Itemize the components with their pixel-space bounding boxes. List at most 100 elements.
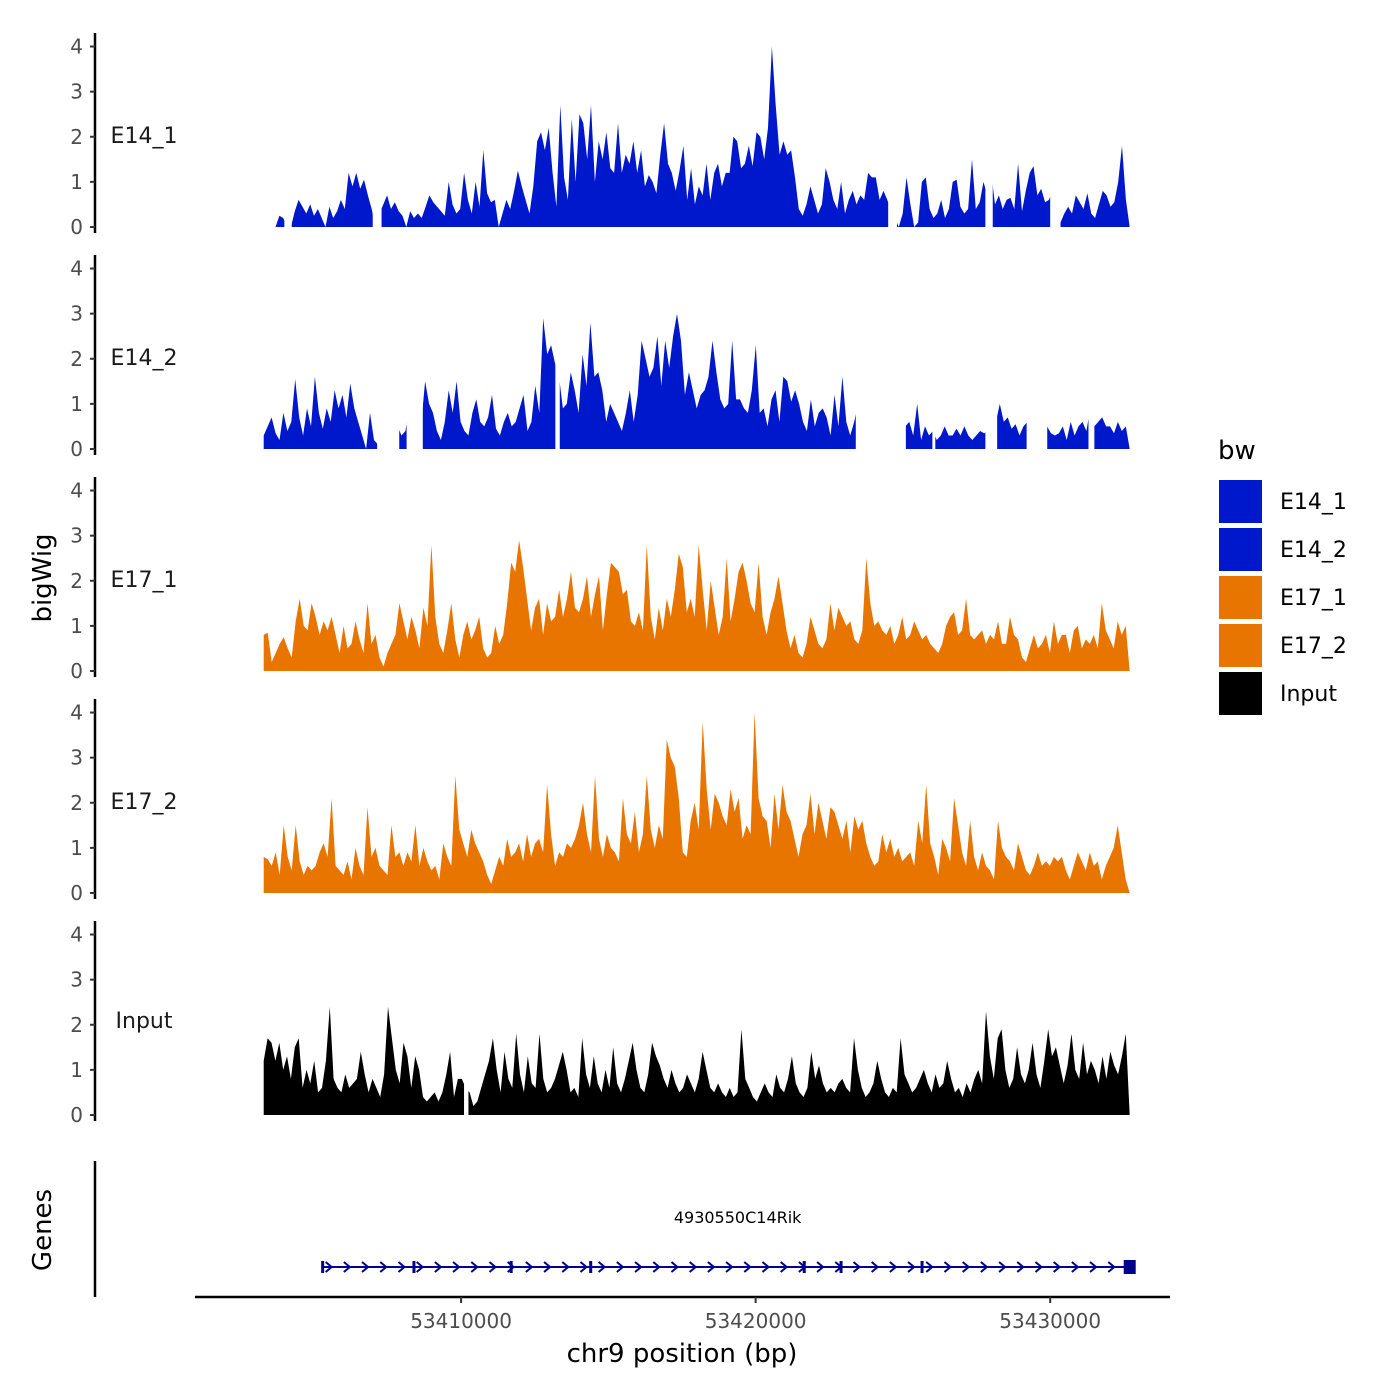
coverage-gap: [932, 235, 936, 451]
legend-swatch: [1219, 624, 1262, 667]
coverage-gap: [985, 235, 998, 451]
coverage-gap: [377, 235, 400, 451]
strand-arrow: [962, 1261, 971, 1273]
y-tick-label: 3: [70, 968, 83, 992]
y-tick-label: 3: [70, 302, 83, 326]
strand-arrow: [998, 1261, 1007, 1273]
strand-arrow: [579, 1261, 589, 1273]
legend-item-Input: Input: [1219, 672, 1337, 715]
strand-arrow: [561, 1261, 570, 1273]
strand-arrow: [652, 1261, 661, 1273]
y-tick-label: 0: [70, 881, 83, 905]
strand-arrow: [634, 1261, 643, 1273]
track-label: E14_2: [111, 346, 178, 371]
track-label: E14_1: [111, 124, 178, 149]
strand-arrow: [980, 1261, 989, 1273]
y-tick-label: 3: [70, 80, 83, 104]
y-tick-label: 1: [70, 836, 83, 860]
track-label: Input: [116, 1009, 173, 1034]
strand-arrow: [725, 1261, 734, 1273]
coverage-gap: [1050, 13, 1061, 229]
y-tick-label: 3: [70, 524, 83, 548]
strand-arrow: [925, 1261, 934, 1273]
legend-label: E14_2: [1280, 538, 1347, 563]
strand-arrow: [343, 1261, 352, 1273]
legend-item-E14_2: E14_2: [1219, 528, 1347, 571]
legend-swatch: [1219, 576, 1262, 619]
legend-swatch: [1219, 480, 1262, 523]
strand-arrow: [416, 1261, 425, 1273]
coverage-gap: [372, 13, 382, 229]
y-axis-title: bigWig: [28, 533, 58, 622]
strand-arrow: [743, 1261, 752, 1273]
legend-label: E17_1: [1280, 586, 1347, 611]
gene-track: 4930550C14Rik: [93, 1161, 1136, 1297]
exon: [1123, 1260, 1136, 1274]
legend-swatch: [1219, 672, 1262, 715]
strand-arrow: [1034, 1261, 1044, 1273]
coverage-gap: [888, 13, 898, 229]
strand-arrow: [488, 1261, 498, 1273]
track-E17_1: 0 1 2 3 4 E17_1: [70, 477, 1130, 683]
strand-arrow: [397, 1261, 407, 1273]
track-label: E17_1: [111, 568, 178, 593]
strand-arrow: [1053, 1261, 1062, 1273]
strand-arrow: [598, 1261, 607, 1273]
y-tick-label: 1: [70, 1058, 83, 1082]
strand-arrow: [543, 1261, 552, 1273]
strand-arrow: [616, 1261, 625, 1273]
legend-item-E17_1: E17_1: [1219, 576, 1347, 619]
signal-area-E17_2: [263, 712, 1130, 893]
x-axis: 53410000 53420000 53430000: [195, 1295, 1170, 1333]
coverage-gap: [985, 13, 993, 229]
y-tick-label: 2: [70, 347, 83, 371]
strand-arrow: [907, 1261, 916, 1273]
y-tick-label: 2: [70, 791, 83, 815]
y-tick-label: 1: [70, 614, 83, 638]
x-tick-label: 53420000: [705, 1309, 807, 1333]
exon: [920, 1261, 924, 1273]
x-tick-label: 53430000: [999, 1309, 1101, 1333]
genes-axis-title: Genes: [28, 1189, 58, 1271]
gene-name-label: 4930550C14Rik: [674, 1208, 802, 1227]
strand-arrow: [816, 1261, 825, 1273]
strand-arrow: [507, 1261, 516, 1273]
y-tick-label: 2: [70, 1013, 83, 1037]
strand-arrow: [452, 1261, 461, 1273]
strand-arrow: [670, 1261, 680, 1273]
coverage-gap: [406, 235, 423, 451]
strand-arrow: [871, 1261, 880, 1273]
y-tick-label: 4: [70, 479, 83, 503]
y-tick-label: 4: [70, 35, 83, 59]
strand-arrow: [852, 1261, 862, 1273]
coverage-gap: [464, 901, 469, 1117]
legend-label: E14_1: [1280, 490, 1347, 515]
legend-item-E14_1: E14_1: [1219, 480, 1347, 523]
x-axis-title: chr9 position (bp): [567, 1339, 798, 1369]
y-tick-label: 0: [70, 659, 83, 683]
strand-arrow: [525, 1261, 534, 1273]
strand-arrow: [325, 1261, 334, 1273]
strand-arrow: [761, 1261, 771, 1273]
signal-area-Input: [263, 1006, 1130, 1115]
y-tick-label: 4: [70, 923, 83, 947]
strand-arrow: [1071, 1261, 1080, 1273]
strand-arrow: [889, 1261, 898, 1273]
track-E17_2: 0 1 2 3 4 E17_2: [70, 699, 1130, 905]
coverage-gap: [855, 235, 906, 451]
signal-area-E14_1: [275, 46, 1130, 227]
y-tick-label: 4: [70, 257, 83, 281]
y-tick-label: 0: [70, 437, 83, 461]
strand-arrow: [470, 1261, 479, 1273]
track-label: E17_2: [111, 790, 178, 815]
strand-arrow: [689, 1261, 698, 1273]
coverage-gap: [555, 235, 560, 451]
coverage-gap: [1026, 235, 1048, 451]
y-tick-label: 1: [70, 170, 83, 194]
legend-title: bw: [1218, 436, 1256, 466]
strand-arrow: [1107, 1261, 1116, 1273]
track-Input: 0 1 2 3 4 Input: [70, 901, 1130, 1127]
strand-arrow: [379, 1261, 388, 1273]
legend-label: E17_2: [1280, 634, 1347, 659]
